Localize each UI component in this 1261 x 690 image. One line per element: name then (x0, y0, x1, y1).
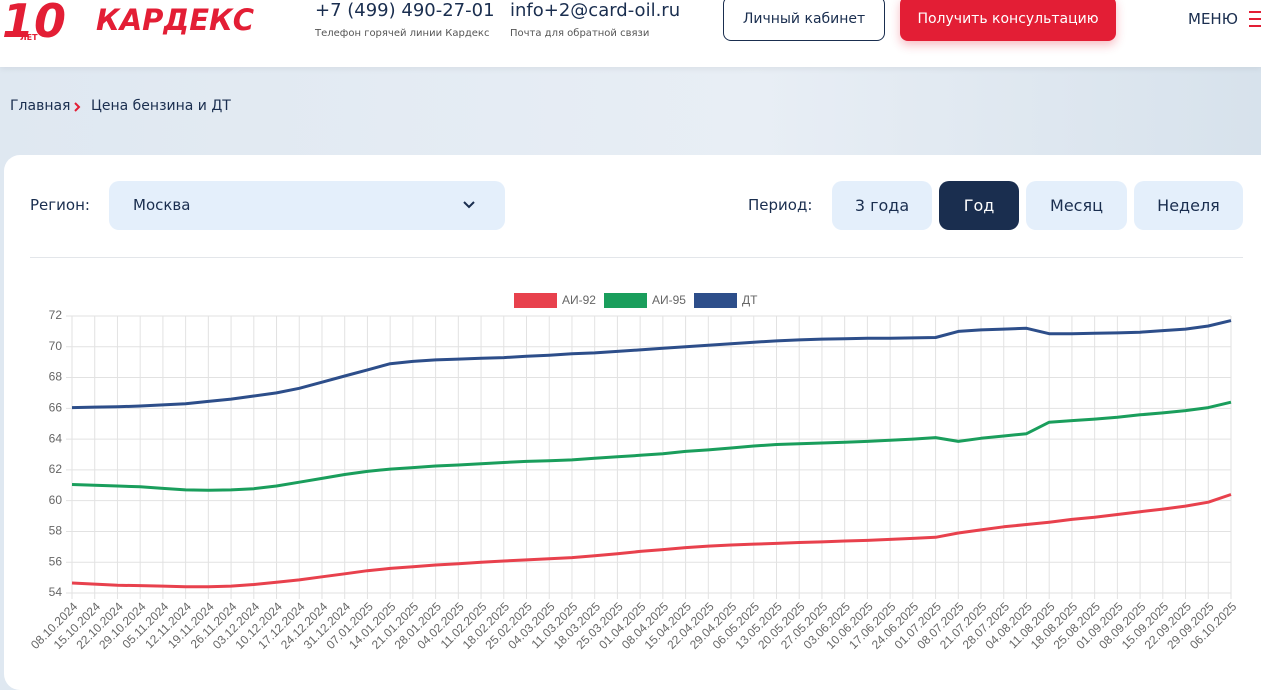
y-tick-label: 70 (49, 339, 63, 353)
logo-years: ЛЕТ (20, 33, 38, 42)
y-tick-label: 68 (49, 370, 63, 384)
line (71, 400, 1232, 492)
legend-swatch[interactable] (604, 293, 647, 308)
dropdown-arrow (463, 201, 475, 209)
legend-swatch[interactable] (514, 293, 557, 308)
region-value: Москва (133, 196, 191, 214)
line (71, 493, 1232, 589)
logo-number[interactable]: 10 (2, 0, 67, 48)
breadcrumb-link[interactable]: Главная (10, 98, 71, 114)
breadcrumb-separator (74, 102, 81, 112)
menu[interactable]: МЕНЮ (1188, 10, 1238, 28)
period-button[interactable]: Неделя (1134, 181, 1243, 230)
y-tick-label: 64 (49, 431, 63, 445)
consult-button[interactable]: Получить консультацию (900, 0, 1116, 41)
period-button[interactable]: Год (939, 181, 1019, 230)
header: 10 ЛЕТ КАРДЕКС +7 (499) 490-27-01 Телефо… (0, 0, 1261, 67)
account-button[interactable]: Личный кабинет (723, 0, 885, 41)
phone-caption: Телефон горячей линии Кардекс (315, 28, 490, 39)
y-tick-label: 72 (49, 308, 63, 322)
region-label: Регион: (30, 196, 90, 214)
period-button[interactable]: 3 года (832, 181, 932, 230)
separator (30, 257, 1243, 258)
line (71, 319, 1232, 410)
y-tick-label: 56 (49, 554, 63, 568)
legend-label[interactable]: АИ-92 (562, 293, 596, 307)
logo-text[interactable]: КАРДЕКС (96, 3, 255, 37)
y-tick-label: 58 (49, 524, 63, 538)
menu-icon[interactable] (1248, 10, 1261, 28)
legend-label[interactable]: ДТ (742, 293, 758, 307)
y-tick-label: 60 (49, 493, 63, 507)
email[interactable]: info+2@card-oil.ru (510, 0, 681, 21)
y-tick-label: 54 (49, 585, 63, 599)
period-button[interactable]: Месяц (1026, 181, 1127, 230)
y-tick-label: 62 (49, 462, 63, 476)
legend-swatch[interactable] (694, 293, 737, 308)
email-caption: Почта для обратной связи (510, 28, 650, 39)
phone[interactable]: +7 (499) 490-27-01 (315, 0, 495, 21)
period-label: Период: (748, 196, 813, 214)
y-tick-label: 66 (49, 401, 63, 415)
region-select[interactable]: Москва (109, 181, 505, 230)
legend-label[interactable]: АИ-95 (652, 293, 686, 307)
breadcrumb-current: Цена бензина и ДТ (91, 98, 231, 114)
